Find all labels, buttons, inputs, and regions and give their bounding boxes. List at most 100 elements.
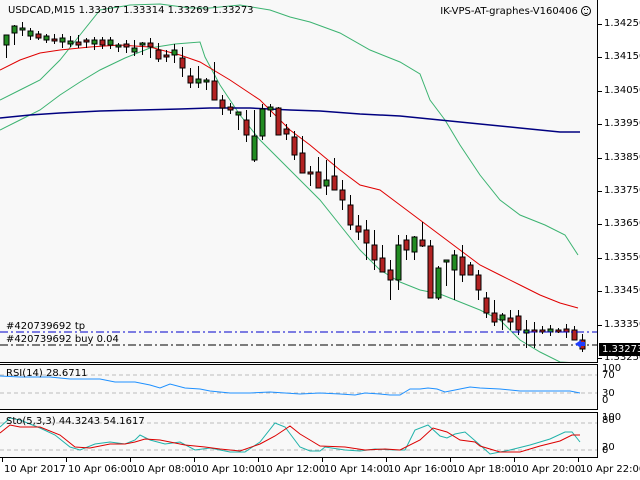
long-ma-line [0,107,580,133]
candle [379,245,386,273]
candle [243,110,250,142]
candle [563,324,570,338]
candle [235,111,242,130]
price-chart-canvas[interactable] [0,0,597,362]
candle [323,160,330,195]
candle [51,34,58,44]
order-buy-label[interactable]: #420739692 buy 0.04 [6,334,119,345]
candle [195,66,202,88]
stochastic-panel[interactable]: Sto(5,3,3) 44.3243 54.1617 [0,412,598,458]
candle [179,47,186,77]
candle [523,320,530,348]
price-tick: 1.33250 [598,353,640,363]
candle [107,37,114,49]
stochastic-signal-line [0,424,580,453]
candle [555,328,562,333]
time-axis[interactable]: 10 Apr 2017 10 Apr 06:00 10 Apr 08:00 10… [0,458,640,480]
price-tick: 1.33650 [598,219,640,229]
candle [155,43,162,62]
candle [331,158,338,191]
candle [187,68,194,88]
candle [307,166,314,186]
stochastic-main-line [0,417,581,455]
candle [227,103,234,114]
candle [499,313,506,330]
candle [491,300,498,326]
price-tick: 1.33550 [598,253,640,263]
candle [219,95,226,115]
candle [507,310,514,330]
candle [267,104,274,117]
candle [291,131,298,160]
current-price-label: 1.33273 [599,343,640,356]
candle [91,37,98,50]
candle [403,235,410,260]
order-tp-label[interactable]: #420739692 tp [6,321,86,332]
candle [283,124,290,140]
price-tick: 1.33850 [598,153,640,163]
buy-arrow-icon [575,340,585,348]
time-label: 10 Apr 16:00 [385,458,454,475]
stochastic-canvas[interactable] [0,413,597,457]
time-label: 10 Apr 14:00 [321,458,390,475]
candle [483,292,490,318]
candle [395,235,402,290]
candle [259,104,266,140]
rsi-level-0: 0 [602,395,609,406]
rsi-canvas[interactable] [0,365,597,409]
smiley-icon [581,6,591,16]
price-axis[interactable]: 1.34250 1.34150 1.34050 1.33950 1.33850 … [598,0,640,363]
candle [3,34,10,58]
candle [427,240,434,299]
sto-level-20: 20 [602,442,615,453]
chart-title: USDCAD,M15 1.33307 1.33314 1.33269 1.332… [8,5,254,16]
sto-level-0: 0 [602,445,609,456]
candle [139,42,146,55]
candle [59,34,66,48]
rsi-level-30: 30 [602,388,615,399]
candle [27,28,34,40]
candle [371,230,378,270]
candle [411,236,418,260]
time-label: 10 Apr 2017 [2,458,66,475]
candle [315,157,322,189]
candle [355,215,362,240]
time-label: 10 Apr 06:00 [65,458,134,475]
price-tick: 1.34150 [598,52,640,62]
candle [459,245,466,282]
time-label: 10 Apr 08:00 [129,458,198,475]
watermark-text: IK-VPS-AT-graphes-V160406 [440,6,578,17]
candle [299,136,306,174]
candle [99,37,106,49]
rsi-level-100: 100 [602,363,622,374]
rsi-level-70: 70 [602,370,615,381]
candle [131,40,138,56]
candle [11,25,18,45]
price-tick: 1.33950 [598,119,640,129]
candle [419,222,426,247]
candle [515,310,522,335]
candle [547,325,554,336]
stochastic-label: Sto(5,3,3) 44.3243 54.1617 [6,416,145,427]
rsi-line [0,375,581,396]
price-tick: 1.34050 [598,86,640,96]
candle [123,40,130,53]
time-label: 10 Apr 18:00 [449,458,518,475]
candle [211,62,218,101]
time-label: 10 Apr 20:00 [513,458,582,475]
candle [115,43,122,52]
bollinger-upper-line [0,3,579,256]
price-chart-panel[interactable]: USDCAD,M15 1.33307 1.33314 1.33269 1.332… [0,0,598,363]
rsi-label: RSI(14) 28.6711 [6,368,88,379]
time-label: 10 Apr 10:00 [193,458,262,475]
candle [475,270,482,300]
candle [171,44,178,63]
candle [251,110,258,162]
candle [147,38,154,58]
sto-level-100: 100 [602,412,622,423]
rsi-panel[interactable]: RSI(14) 28.6711 [0,364,598,410]
candle [203,78,210,90]
price-tick: 1.34250 [598,19,640,29]
candle [571,326,578,341]
red-ma-line [0,44,579,309]
